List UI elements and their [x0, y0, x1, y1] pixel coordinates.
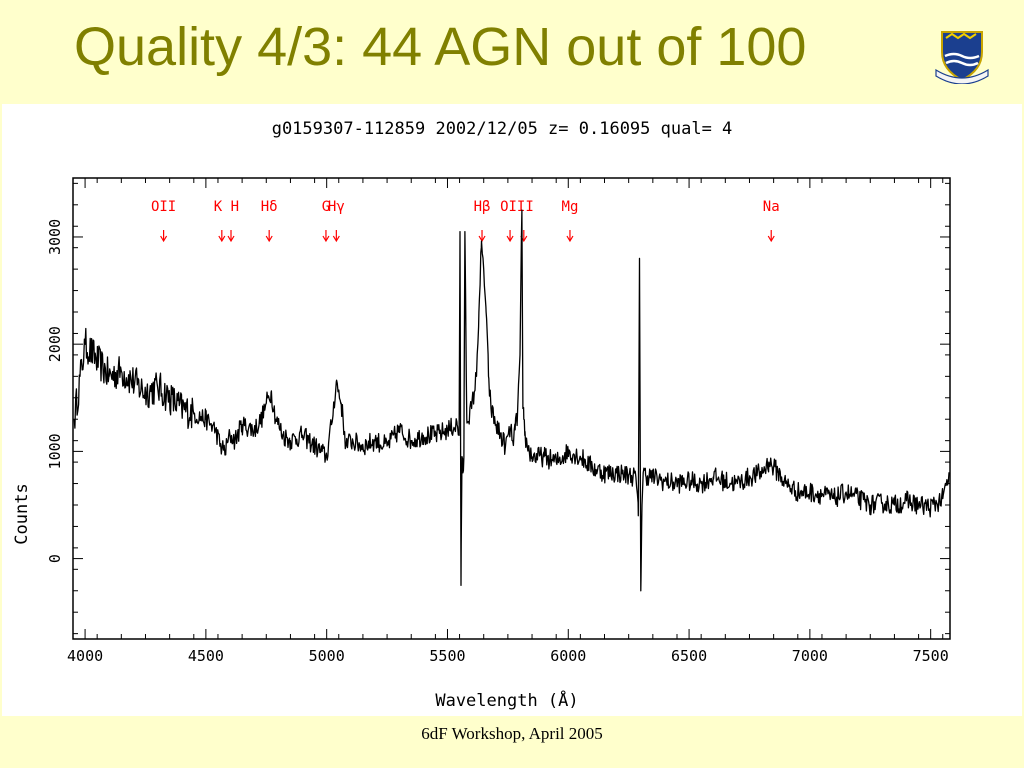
line-marker-arrowhead: [160, 235, 168, 243]
chart-title: g0159307-112859 2002/12/05 z= 0.16095 qu…: [272, 119, 733, 139]
line-marker-label: K H: [214, 199, 239, 215]
x-tick-label: 5500: [429, 647, 465, 665]
line-marker-label: Hγ: [328, 199, 345, 215]
x-tick-label: 6000: [550, 647, 586, 665]
line-marker-arrowhead: [265, 235, 273, 243]
line-marker-label: OII: [151, 199, 176, 215]
x-tick-label: 4500: [188, 647, 224, 665]
plot-axes: 4000 4500 5000 5500 6000 6500 7000 7500 0 1000 200…: [46, 177, 951, 665]
plot-frame: [72, 177, 951, 640]
spectrum-chart: g0159307-112859 2002/12/05 z= 0.16095 qu…: [12, 119, 951, 711]
spectrum-plot-panel: g0159307-112859 2002/12/05 z= 0.16095 qu…: [2, 104, 1022, 716]
x-tick-label: 7000: [792, 647, 828, 665]
line-marker-label: OIII: [500, 199, 534, 215]
y-tick-label: 1000: [46, 433, 64, 469]
y-axis-label: Counts: [12, 483, 32, 544]
line-marker-label: Na: [763, 199, 780, 215]
x-tick-label: 7500: [913, 647, 949, 665]
line-marker-label: Hδ: [261, 199, 278, 215]
y-tick-label: 0: [46, 554, 64, 563]
x-axis-label: Wavelength (Å): [435, 689, 578, 711]
line-marker-label: Mg: [562, 199, 579, 215]
x-tick-label: 6500: [671, 647, 707, 665]
y-tick-label: 2000: [46, 326, 64, 362]
spectrum-series-line: [73, 209, 951, 592]
line-marker-arrowhead: [227, 235, 235, 243]
line-marker-arrowhead: [218, 235, 226, 243]
slide-footer: 6dF Workshop, April 2005: [421, 724, 603, 743]
line-marker-arrowhead: [506, 235, 514, 243]
x-tick-label: 4000: [67, 647, 103, 665]
y-tick-label: 3000: [46, 219, 64, 255]
x-tick-label: 5000: [309, 647, 345, 665]
line-marker-label: Hβ: [474, 199, 491, 215]
slide-title: Quality 4/3: 44 AGN out of 100: [74, 17, 807, 77]
line-marker-label: G: [322, 199, 330, 215]
university-crest-icon: [935, 31, 989, 84]
line-marker-arrowhead: [566, 235, 574, 243]
line-marker-arrowhead: [332, 235, 340, 243]
emission-line-markers: OII K H Hδ GHγ Hβ OIII Mg Na: [151, 199, 780, 243]
line-marker-arrowhead: [322, 235, 330, 243]
line-marker-arrowhead: [767, 235, 775, 243]
